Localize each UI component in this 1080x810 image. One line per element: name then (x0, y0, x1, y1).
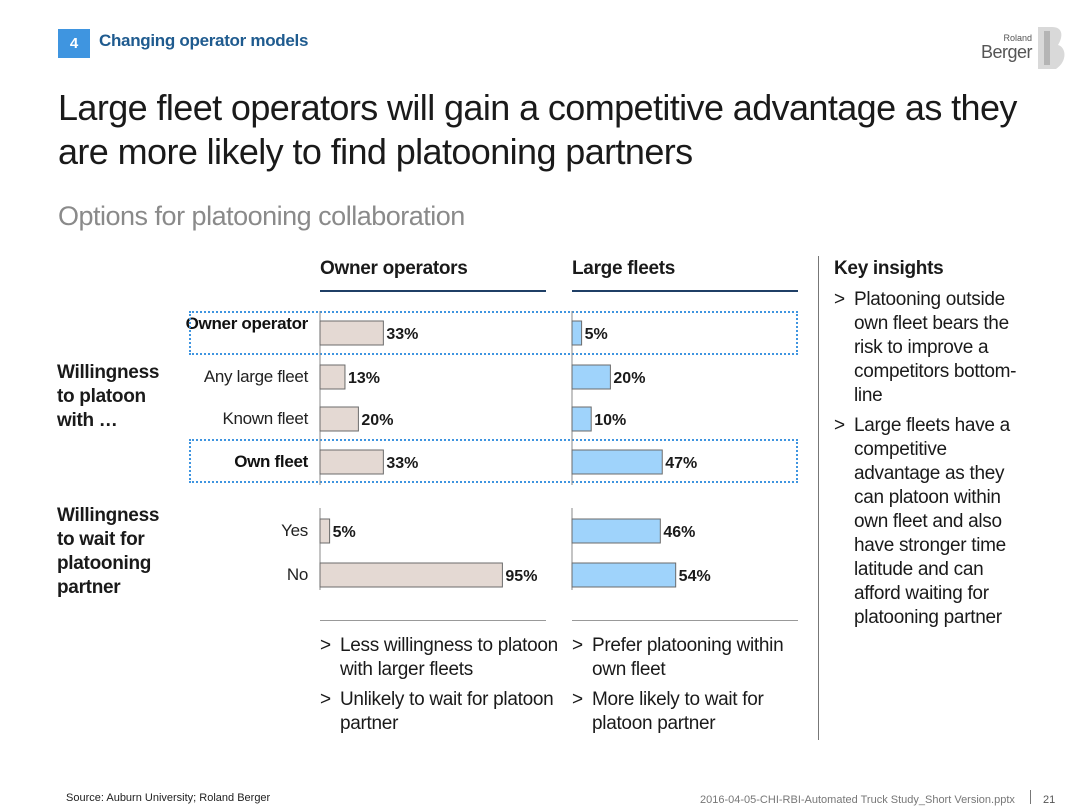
footer-source: Source: Auburn University; Roland Berger (66, 792, 271, 804)
large-fleets-header: Large fleets (572, 258, 676, 279)
logo-mark-icon (1038, 27, 1065, 69)
owner-note-1: Less willingness to platoon with larger … (320, 634, 560, 682)
bar-label-fleet-2: 10% (594, 412, 626, 429)
section-label: Changing operator models (99, 31, 309, 50)
bar-label-owner-4: 5% (333, 524, 356, 541)
row-label-own-fleet: Own fleet (234, 452, 308, 471)
logo-text-bottom: Berger (980, 42, 1033, 62)
row-label-owner-operator: Owner operator (185, 314, 309, 333)
owner-operators-baseline (320, 620, 546, 621)
large-fleets-header-rule (572, 290, 798, 292)
owner-note-2: Unlikely to wait for platoon partner (320, 688, 560, 736)
bar-fleet-4 (571, 518, 661, 544)
bar-label-owner-2: 20% (361, 412, 393, 429)
bar-owner-3 (319, 449, 384, 475)
bar-owner-5 (319, 562, 503, 588)
bar-label-fleet-0: 5% (585, 326, 608, 343)
bar-fleet-1 (571, 364, 611, 390)
bar-label-owner-1: 13% (348, 370, 380, 387)
owner-operators-notes: Less willingness to platoon with larger … (320, 634, 560, 742)
bar-fleet-0 (571, 320, 583, 346)
bar-label-fleet-5: 54% (679, 568, 711, 585)
footer-filename: 2016-04-05-CHI-RBI-Automated Truck Study… (700, 794, 1015, 806)
group-label-willingness-platoon: Willingness to platoon with … (57, 362, 160, 431)
bar-owner-4 (319, 518, 331, 544)
bar-fleet-2 (571, 406, 592, 432)
bar-fleet-3 (571, 449, 663, 475)
slide-subtitle: Options for platooning collaboration (58, 201, 465, 231)
bar-fleet-5 (571, 562, 677, 588)
key-insights-list: Platooning outside own fleet bears the r… (834, 288, 1024, 636)
large-fleets-notes: Prefer platooning within own fleet More … (572, 634, 812, 742)
bar-label-owner-3: 33% (386, 455, 418, 472)
key-insight-1: Platooning outside own fleet bears the r… (834, 288, 1024, 408)
highlight-own-fleet-row (189, 439, 798, 483)
highlight-owner-operator-row (189, 311, 798, 355)
row-label-known-fleet: Known fleet (222, 409, 308, 428)
bar-label-owner-0: 33% (386, 326, 418, 343)
bar-owner-2 (319, 406, 359, 432)
key-insights-heading: Key insights (834, 258, 944, 279)
fleet-note-1: Prefer platooning within own fleet (572, 634, 812, 682)
logo-text-top: Roland (1003, 33, 1032, 43)
fleet-note-2: More likely to wait for platoon partner (572, 688, 812, 736)
company-logo: Roland Berger (978, 22, 1070, 72)
row-label-any-large-fleet: Any large fleet (203, 367, 308, 386)
bar-owner-1 (319, 364, 346, 390)
bar-label-owner-5: 95% (505, 568, 537, 585)
owner-operators-header-rule (320, 290, 546, 292)
slide-title: Large fleet operators will gain a compet… (58, 87, 1017, 172)
row-label-no: No (286, 565, 308, 584)
page-number: 21 (1043, 794, 1056, 806)
key-insight-2: Large fleets have a competitive advantag… (834, 414, 1024, 630)
large-fleets-baseline (572, 620, 798, 621)
bar-owner-0 (319, 320, 384, 346)
section-number: 4 (58, 29, 90, 58)
footer-separator (1030, 790, 1031, 804)
bar-label-fleet-3: 47% (665, 455, 697, 472)
key-insights-divider (818, 256, 819, 740)
group-label-willingness-wait: Willingness to wait for platooning partn… (57, 505, 160, 598)
row-label-yes: Yes (281, 521, 308, 540)
owner-operators-header: Owner operators (320, 258, 468, 279)
bar-label-fleet-1: 20% (613, 370, 645, 387)
bar-label-fleet-4: 46% (663, 524, 695, 541)
